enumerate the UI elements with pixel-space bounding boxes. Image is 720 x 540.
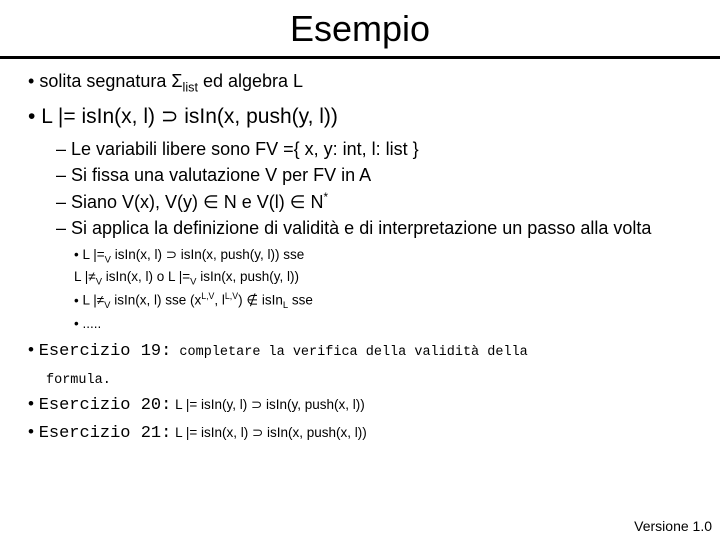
ss1-l2b: isIn(x, l) o L |= (102, 269, 190, 284)
ex19-text: completare la verifica della validità de… (171, 345, 527, 360)
ss2-e: isIn (258, 293, 283, 308)
s3-c: N (305, 192, 323, 212)
s3-in1: ∈ (203, 192, 219, 212)
ex19-line: • Esercizio 19: completare la verifica d… (28, 339, 702, 364)
ss-1: L |=V isIn(x, l) ⊃ isIn(x, push(y, l)) s… (74, 246, 702, 289)
ex21-b: isIn(x, push(x, l)) (263, 425, 367, 440)
ex21-a: L |= isIn(x, l) (171, 425, 252, 440)
sub-4: Si applica la definizione di validità e … (56, 216, 702, 240)
s3-star: * (323, 191, 328, 204)
ex21-label: Esercizio 21: (39, 424, 172, 443)
ex20-label: Esercizio 20: (39, 396, 172, 415)
s3-a: Siano V(x), V(y) (71, 192, 203, 212)
page-title: Esempio (0, 0, 720, 56)
b1-b: ed algebra L (198, 71, 303, 91)
ex19-formula: formula. (46, 367, 702, 390)
ex21-imp: ⊃ (252, 425, 263, 440)
bullet-2: L |= isIn(x, l) ⊃ isIn(x, push(y, l)) (28, 103, 702, 131)
sigma: Σ (171, 71, 182, 91)
ss2-notin: ∉ (246, 293, 258, 308)
ss1-c: isIn(x, push(y, l)) sse (177, 247, 304, 262)
ss2-b: isIn(x, l) sse (x (110, 293, 201, 308)
ex20-b: isIn(y, push(x, l)) (262, 397, 365, 412)
ss1-imp: ⊃ (166, 247, 177, 262)
ss-2: L |≠V isIn(x, l) sse (xL,V, lL,V) ∉ isIn… (74, 291, 702, 313)
ex20-line: • Esercizio 20: L |= isIn(y, l) ⊃ isIn(y… (28, 393, 702, 418)
bullet-1: solita segnatura Σlist ed algebra L (28, 69, 702, 97)
ex20-imp: ⊃ (251, 397, 262, 412)
sigma-sub: list (183, 81, 198, 95)
ss2-f: sse (288, 293, 313, 308)
b2-b: isIn(x, push(y, l)) (178, 105, 337, 128)
title-rule (0, 56, 720, 59)
ss2-a: L |≠ (82, 293, 104, 308)
ss1-l2a: L |≠ (74, 269, 96, 284)
ss2-lv2: L,V (225, 291, 238, 301)
ex19-f: formula. (46, 373, 111, 388)
content-area: solita segnatura Σlist ed algebra L L |=… (0, 69, 720, 446)
ex20-a: L |= isIn(y, l) (171, 397, 251, 412)
sub-list: Le variabili libere sono FV ={ x, y: int… (18, 137, 702, 240)
ss1-l2c: isIn(x, push(y, l)) (196, 269, 299, 284)
ss2-lv1: L,V (201, 291, 214, 301)
ex19-label: Esercizio 19: (39, 342, 172, 361)
top-list: solita segnatura Σlist ed algebra L L |=… (18, 69, 702, 131)
s3-in2: ∈ (290, 192, 306, 212)
b2-a: L |= isIn(x, l) (41, 105, 161, 128)
s3-b: N e V(l) (219, 192, 290, 212)
version-label: Versione 1.0 (634, 518, 712, 534)
ss1-a: L |= (82, 247, 104, 262)
sub-3: Siano V(x), V(y) ∈ N e V(l) ∈ N* (56, 190, 702, 214)
ss1-b: isIn(x, l) (111, 247, 166, 262)
ss-3: ..... (74, 315, 702, 333)
b1-a: solita segnatura (39, 71, 171, 91)
ss2-c: , l (214, 293, 225, 308)
b2-imp: ⊃ (161, 105, 179, 128)
sub-2: Si fissa una valutazione V per FV in A (56, 163, 702, 187)
ex21-line: • Esercizio 21: L |= isIn(x, l) ⊃ isIn(x… (28, 421, 702, 446)
subsub-list: L |=V isIn(x, l) ⊃ isIn(x, push(y, l)) s… (18, 246, 702, 333)
sub-1: Le variabili libere sono FV ={ x, y: int… (56, 137, 702, 161)
